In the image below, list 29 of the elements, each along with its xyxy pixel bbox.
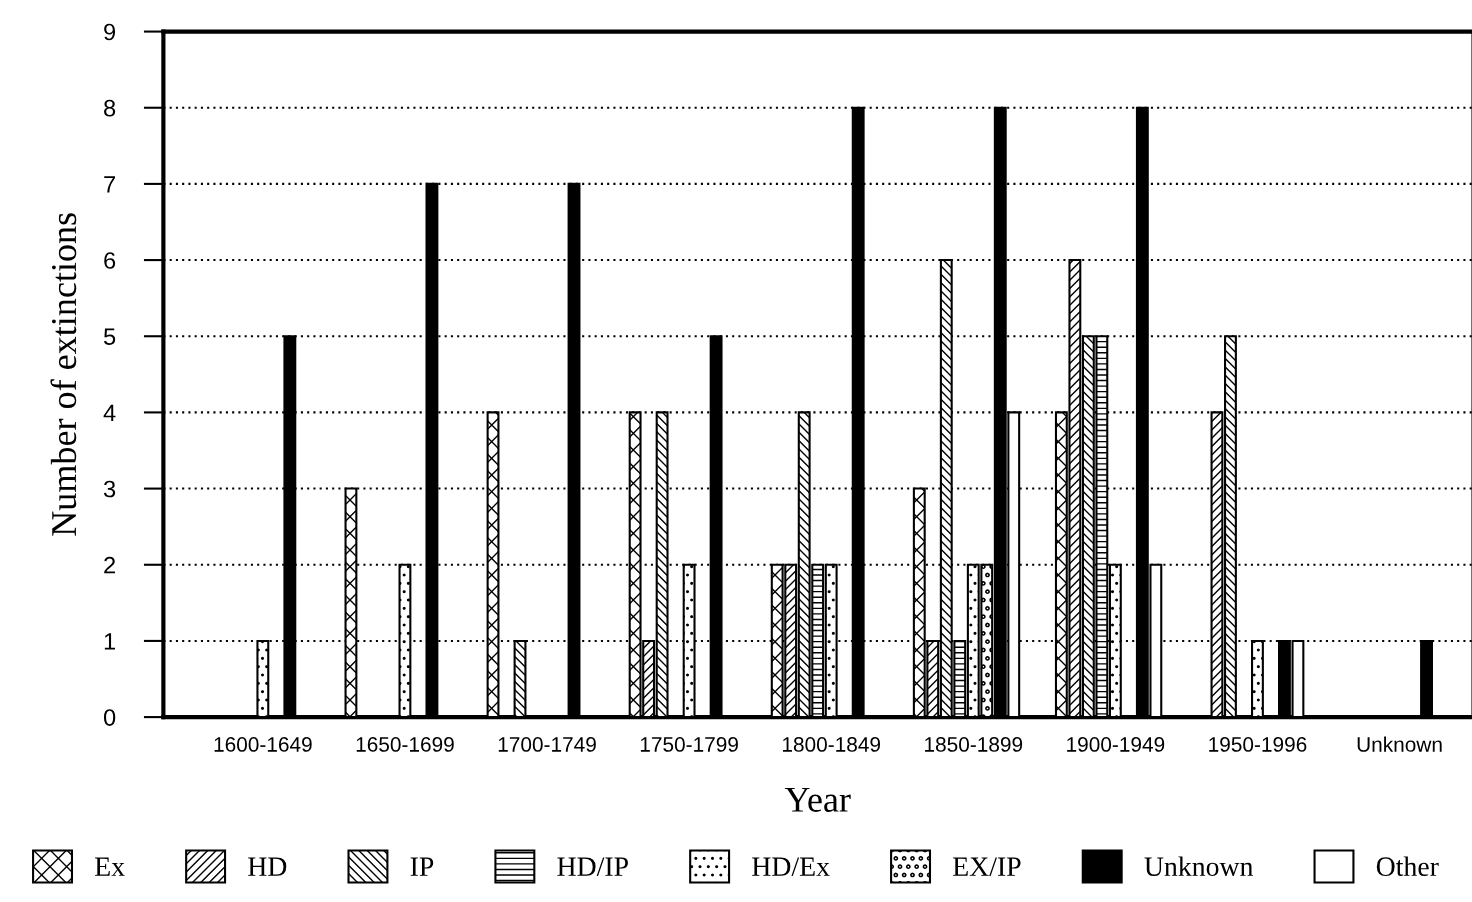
legend-label: HD [248,857,287,876]
y-tick-label: 8 [104,99,116,117]
x-tick-label: 1900-1949 [1067,737,1165,752]
legend-label: HD/IP [557,857,628,877]
legend-label: EX/IP [953,857,1021,877]
y-tick-label: 1 [104,633,116,650]
y-tick-label: 7 [104,176,115,193]
y-tick-label: 6 [104,252,116,269]
legend-label: IP [410,857,434,876]
x-tick-label: 1950-1996 [1209,737,1307,752]
x-tick-label: 1800-1849 [782,737,881,752]
x-tick-label: 1750-1799 [640,737,738,752]
legend-label: Unknown [1144,856,1254,877]
legend-label: Other [1376,856,1439,877]
y-tick-label: 5 [103,328,116,346]
legend-label: HD/Ex [752,857,830,877]
x-tick-label: Unknown [1357,736,1442,752]
y-tick-label: 4 [103,404,116,421]
y-tick-label: 2 [104,556,115,574]
x-axis-title: Year [784,787,851,812]
legend-label: Ex [95,857,125,876]
x-tick-label: 1600-1649 [214,737,312,752]
x-tick-label: 1650-1699 [356,737,454,752]
x-tick-label: 1850-1899 [925,737,1023,752]
y-tick-label: 3 [103,480,116,498]
y-tick-label: 0 [103,709,116,726]
x-tick-label: 1700-1749 [498,737,596,752]
y-tick-label: 9 [104,23,116,41]
y-axis-title: Number of extinctions [50,213,77,536]
